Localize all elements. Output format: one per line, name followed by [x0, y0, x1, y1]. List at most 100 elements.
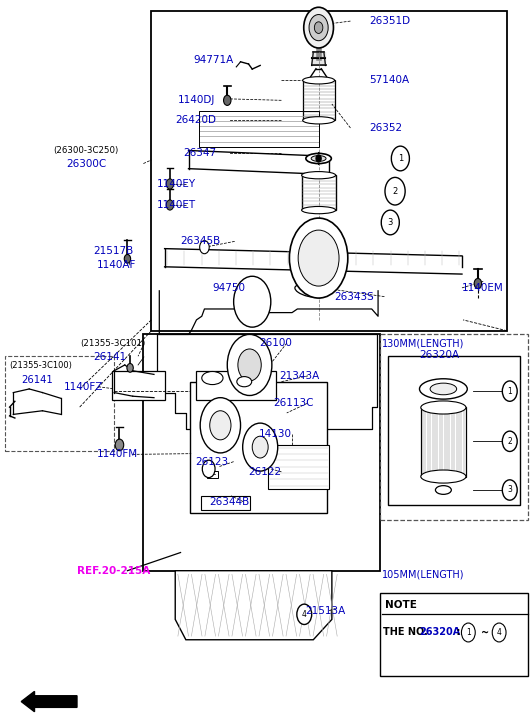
Bar	[196, 371, 276, 400]
Text: 21343A: 21343A	[279, 371, 319, 381]
Text: 1140EM: 1140EM	[462, 283, 504, 293]
Ellipse shape	[430, 383, 457, 395]
Text: :: :	[453, 627, 461, 638]
Circle shape	[166, 179, 174, 189]
Circle shape	[227, 334, 272, 395]
Text: 26123: 26123	[195, 457, 228, 467]
Circle shape	[391, 146, 409, 171]
Bar	[421, 407, 466, 477]
Bar	[303, 80, 335, 120]
Circle shape	[309, 15, 328, 41]
Text: 1140FM: 1140FM	[97, 449, 138, 459]
Text: (21355-3C100): (21355-3C100)	[10, 361, 72, 370]
Text: 1140ET: 1140ET	[157, 200, 196, 210]
Circle shape	[502, 431, 517, 451]
Text: 130MM(LENGTH): 130MM(LENGTH)	[382, 339, 465, 349]
Text: 26320A: 26320A	[419, 627, 461, 638]
Bar	[151, 11, 507, 331]
Text: 26100: 26100	[259, 338, 292, 348]
Text: 4: 4	[302, 610, 307, 619]
Text: 2: 2	[392, 187, 398, 196]
Ellipse shape	[303, 77, 335, 84]
Text: 94750: 94750	[212, 283, 245, 293]
Ellipse shape	[302, 172, 336, 179]
Ellipse shape	[435, 486, 451, 494]
Circle shape	[124, 254, 131, 263]
Circle shape	[242, 283, 252, 296]
Text: (26300-3C250): (26300-3C250)	[53, 146, 118, 155]
Text: 57140A: 57140A	[369, 75, 409, 85]
Circle shape	[304, 7, 333, 48]
Text: 1140AF: 1140AF	[97, 260, 136, 270]
Ellipse shape	[295, 284, 321, 297]
Circle shape	[210, 411, 231, 440]
Circle shape	[381, 210, 399, 235]
Polygon shape	[175, 571, 332, 640]
Text: 1140FZ: 1140FZ	[64, 382, 103, 392]
Circle shape	[245, 286, 249, 292]
Text: 14130: 14130	[259, 429, 292, 439]
Text: 3: 3	[507, 486, 512, 494]
Text: 21513A: 21513A	[305, 606, 346, 616]
Text: 26344B: 26344B	[210, 497, 250, 507]
Text: 26141: 26141	[93, 352, 126, 362]
Ellipse shape	[302, 206, 336, 214]
Circle shape	[115, 439, 124, 451]
Bar	[268, 445, 329, 489]
Circle shape	[492, 623, 506, 642]
Circle shape	[127, 364, 133, 372]
Bar	[380, 593, 528, 676]
Circle shape	[238, 349, 261, 381]
Circle shape	[224, 95, 231, 105]
Text: 26300C: 26300C	[66, 158, 107, 169]
Circle shape	[243, 423, 278, 471]
Circle shape	[474, 278, 482, 289]
Text: 1: 1	[466, 628, 470, 637]
Bar	[388, 356, 520, 505]
Bar	[302, 175, 336, 210]
Circle shape	[289, 218, 348, 298]
Text: 3: 3	[388, 218, 393, 227]
Circle shape	[385, 177, 405, 205]
Text: ~: ~	[481, 627, 489, 638]
Circle shape	[502, 480, 517, 500]
FancyArrow shape	[21, 691, 77, 712]
Circle shape	[298, 230, 339, 286]
Text: 1: 1	[398, 154, 403, 163]
Text: 21517B: 21517B	[93, 246, 133, 256]
Ellipse shape	[306, 153, 331, 164]
Circle shape	[314, 22, 323, 33]
Bar	[380, 334, 528, 520]
Text: THE NO.: THE NO.	[383, 627, 428, 638]
Bar	[5, 356, 114, 451]
Ellipse shape	[421, 401, 466, 414]
Text: 26352: 26352	[369, 123, 402, 133]
Text: 26122: 26122	[249, 467, 281, 477]
Text: 26345B: 26345B	[181, 236, 221, 246]
Bar	[201, 496, 250, 510]
Text: 4: 4	[496, 628, 502, 637]
Circle shape	[297, 604, 312, 624]
Text: 26141: 26141	[21, 375, 53, 385]
Text: 1: 1	[508, 387, 512, 395]
Circle shape	[202, 460, 215, 478]
Bar	[143, 334, 380, 571]
Bar	[207, 471, 218, 478]
Circle shape	[317, 220, 320, 225]
Text: 26420D: 26420D	[175, 115, 216, 125]
Text: 26351D: 26351D	[369, 16, 410, 26]
Text: 26343S: 26343S	[335, 292, 374, 302]
Bar	[112, 371, 165, 400]
Text: 26347: 26347	[183, 148, 216, 158]
Ellipse shape	[311, 220, 326, 225]
Text: 1140EY: 1140EY	[157, 179, 196, 189]
Ellipse shape	[303, 116, 335, 124]
Ellipse shape	[311, 156, 326, 161]
Circle shape	[234, 276, 271, 327]
Ellipse shape	[421, 470, 466, 483]
Circle shape	[252, 436, 268, 458]
Text: 94771A: 94771A	[194, 55, 234, 65]
Circle shape	[166, 200, 174, 210]
Ellipse shape	[419, 379, 467, 399]
Text: 26320A: 26320A	[419, 350, 460, 360]
